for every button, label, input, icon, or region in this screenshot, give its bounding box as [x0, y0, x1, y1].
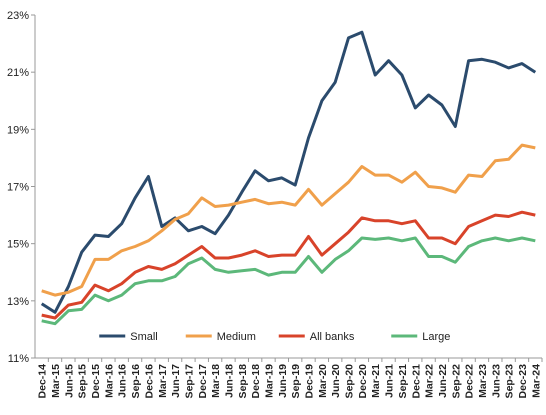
- x-tick-label: Sep-16: [130, 364, 142, 399]
- x-tick-label: Sep-15: [77, 364, 89, 399]
- x-tick-label: Dec-23: [517, 364, 529, 399]
- x-tick-label: Dec-18: [250, 364, 262, 399]
- x-tick-label: Dec-15: [90, 364, 102, 399]
- y-tick-label: 13%: [7, 296, 29, 308]
- legend-label: Small: [130, 331, 158, 343]
- x-tick-label: Mar-18: [210, 364, 222, 398]
- x-tick-label: Jun-15: [63, 364, 75, 398]
- y-tick-label: 15%: [7, 239, 29, 251]
- x-tick-label: Mar-15: [50, 364, 62, 398]
- y-tick-label: 21%: [7, 67, 29, 79]
- x-tick-label: Dec-20: [357, 364, 369, 399]
- x-tick-label: Jun-22: [437, 364, 449, 398]
- series-line: [41, 236, 536, 326]
- x-tick-label: Mar-20: [317, 364, 329, 398]
- x-tick-label: Jun-16: [117, 364, 129, 398]
- x-tick-label: Jun-21: [384, 364, 396, 398]
- legend-label: Medium: [217, 331, 256, 343]
- x-tick-label: Mar-23: [477, 364, 489, 398]
- y-tick-label: 17%: [7, 182, 29, 194]
- x-tick-label: Sep-23: [504, 364, 516, 399]
- x-tick-label: Jun-17: [170, 364, 182, 398]
- x-tick-label: Mar-24: [530, 364, 542, 398]
- x-tick-label: Dec-19: [304, 364, 316, 399]
- x-tick-label: Mar-22: [424, 364, 436, 398]
- series-line: [41, 143, 536, 297]
- x-tick-label: Jun-18: [223, 364, 235, 398]
- x-tick-label: Sep-18: [237, 364, 249, 399]
- y-tick-label: 23%: [7, 10, 29, 22]
- y-tick-label: 19%: [7, 124, 29, 136]
- x-tick-label: Sep-20: [344, 364, 356, 399]
- x-tick-label: Sep-21: [397, 364, 409, 399]
- x-tick-label: Mar-19: [263, 364, 275, 398]
- x-tick-label: Mar-16: [103, 364, 115, 398]
- legend-label: Large: [422, 331, 450, 343]
- x-tick-label: Mar-21: [370, 364, 382, 398]
- series-line: [40, 30, 537, 314]
- x-tick-label: Dec-17: [197, 364, 209, 399]
- x-tick-label: Dec-21: [410, 364, 422, 399]
- x-tick-label: Sep-19: [290, 364, 302, 399]
- x-tick-label: Sep-22: [450, 364, 462, 399]
- series-line: [41, 210, 536, 320]
- x-tick-label: Mar-17: [157, 364, 169, 398]
- x-tick-label: Jun-19: [277, 364, 289, 398]
- x-tick-label: Sep-17: [183, 364, 195, 399]
- x-tick-label: Jun-20: [330, 364, 342, 398]
- y-tick-label: 11%: [8, 353, 29, 365]
- x-tick-label: Dec-16: [143, 364, 155, 399]
- x-tick-label: Dec-14: [37, 364, 49, 399]
- x-tick-label: Dec-22: [464, 364, 476, 399]
- x-tick-label: Jun-23: [490, 364, 502, 398]
- legend-label: All banks: [310, 331, 355, 343]
